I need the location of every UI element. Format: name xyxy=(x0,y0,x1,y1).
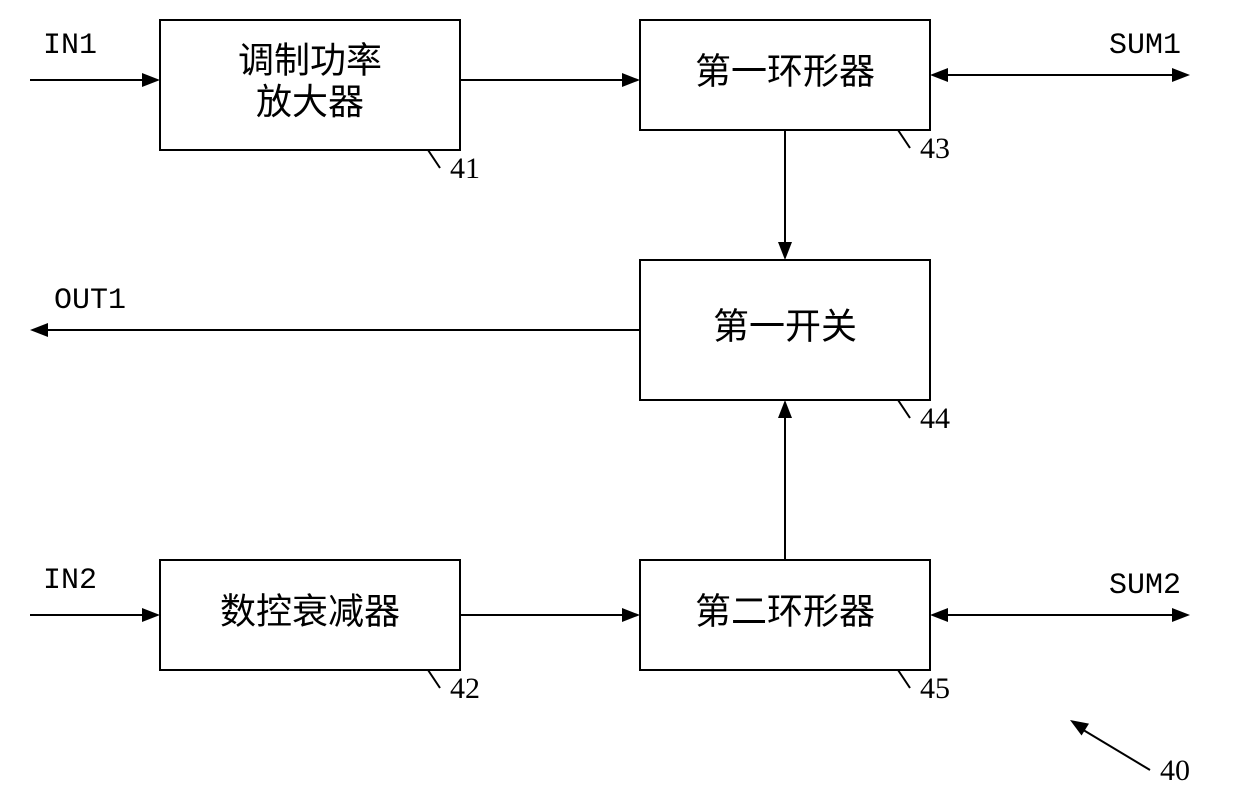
box-amp-label-0: 调制功率 xyxy=(238,41,382,81)
port-in1-label: IN1 xyxy=(43,29,97,63)
port-sum1-label: SUM1 xyxy=(1109,29,1181,63)
box-amp-number: 41 xyxy=(450,152,480,185)
ref-40-line xyxy=(1080,728,1150,770)
box-switch: 第一开关 44 xyxy=(640,260,950,435)
box-circ2: 第二环形器 45 xyxy=(640,560,950,705)
port-sum2-label: SUM2 xyxy=(1109,569,1181,603)
diagram-canvas: 调制功率放大器 41 第一环形器 43 第一开关 44 数控衰减器 42 第二环形器 45 IN1 I… xyxy=(0,0,1240,801)
port-in2-label: IN2 xyxy=(43,564,97,598)
box-circ1-label-0: 第一环形器 xyxy=(695,51,875,91)
box-circ1-number: 43 xyxy=(920,132,950,165)
box-circ2-label-0: 第二环形器 xyxy=(695,591,875,631)
box-amp: 调制功率放大器 41 xyxy=(160,20,480,185)
ref-40-arrowhead xyxy=(1070,720,1089,735)
ref-40-label: 40 xyxy=(1160,754,1190,787)
box-switch-number: 44 xyxy=(920,402,950,435)
box-atten-label-0: 数控衰减器 xyxy=(220,591,400,631)
port-out1-label: OUT1 xyxy=(54,284,126,318)
box-atten: 数控衰减器 42 xyxy=(160,560,480,705)
box-switch-label-0: 第一开关 xyxy=(713,306,857,346)
box-circ1: 第一环形器 43 xyxy=(640,20,950,165)
box-atten-number: 42 xyxy=(450,672,480,705)
box-amp-label-1: 放大器 xyxy=(256,82,364,122)
box-circ2-number: 45 xyxy=(920,672,950,705)
